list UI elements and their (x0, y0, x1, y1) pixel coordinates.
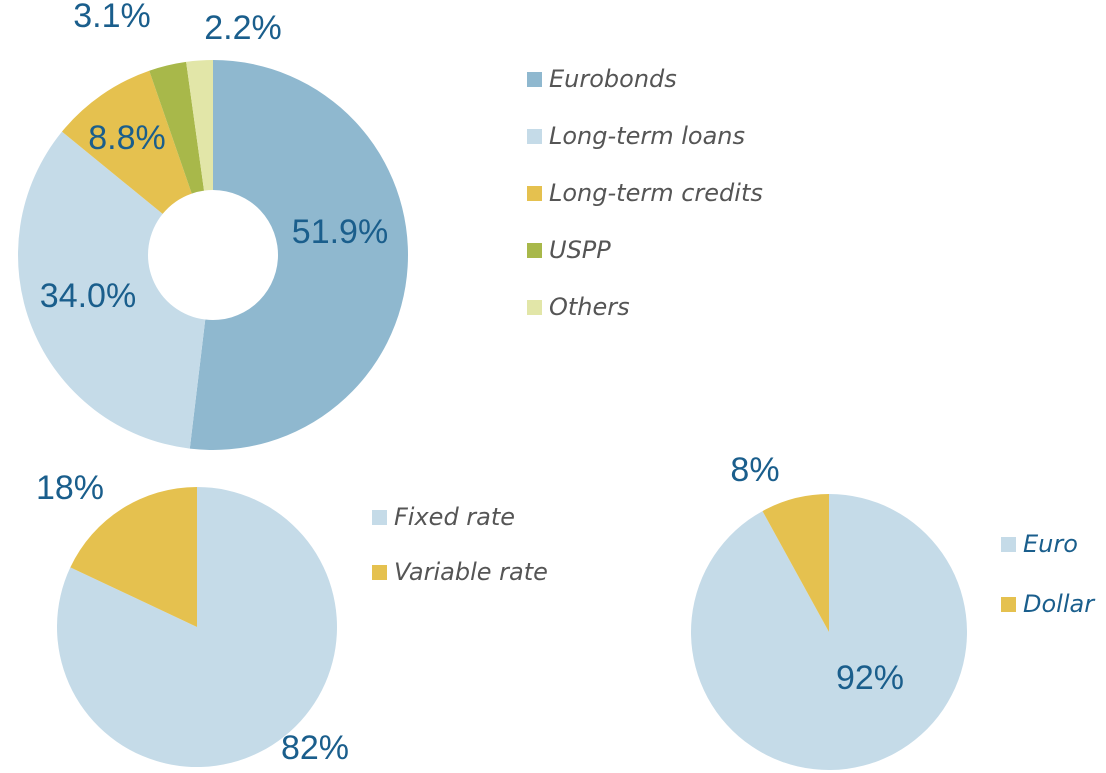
legend-swatch (527, 243, 542, 258)
legend-label: Dollar (1023, 590, 1096, 618)
legend-swatch (372, 510, 387, 525)
data-label: 82% (281, 729, 349, 767)
pie-slice (762, 494, 829, 632)
legend-swatch (1001, 597, 1016, 612)
data-label: 51.9% (292, 213, 388, 251)
data-label: 92% (836, 659, 904, 697)
data-label: 8% (730, 451, 779, 489)
data-label: 2.2% (204, 9, 282, 47)
legend-swatch (527, 186, 542, 201)
pie-slice (70, 487, 197, 627)
pie-slice (189, 60, 408, 450)
legend-swatch (372, 565, 387, 580)
legend-label: Others (549, 293, 630, 321)
pie-slice (186, 60, 213, 191)
data-label: 18% (36, 469, 104, 507)
legend-label: Long-term loans (549, 122, 745, 150)
data-label: 3.1% (73, 0, 151, 35)
legend-label: Eurobonds (549, 65, 677, 93)
legend-label: Fixed rate (394, 503, 515, 531)
pie-slice (61, 70, 192, 214)
legend-swatch (527, 72, 542, 87)
legend-label: Long-term credits (549, 179, 763, 207)
data-label: 8.8% (88, 119, 166, 157)
legend-label: Euro (1023, 530, 1078, 558)
legend-label: Variable rate (394, 558, 548, 586)
legend-swatch (1001, 537, 1016, 552)
pie-slice (56, 487, 338, 768)
legend-label: USPP (549, 236, 611, 264)
pie-slice (149, 61, 205, 194)
legend-swatch (527, 300, 542, 315)
legend-swatch (527, 129, 542, 144)
pie-slice (17, 131, 206, 449)
data-label: 34.0% (40, 277, 136, 315)
